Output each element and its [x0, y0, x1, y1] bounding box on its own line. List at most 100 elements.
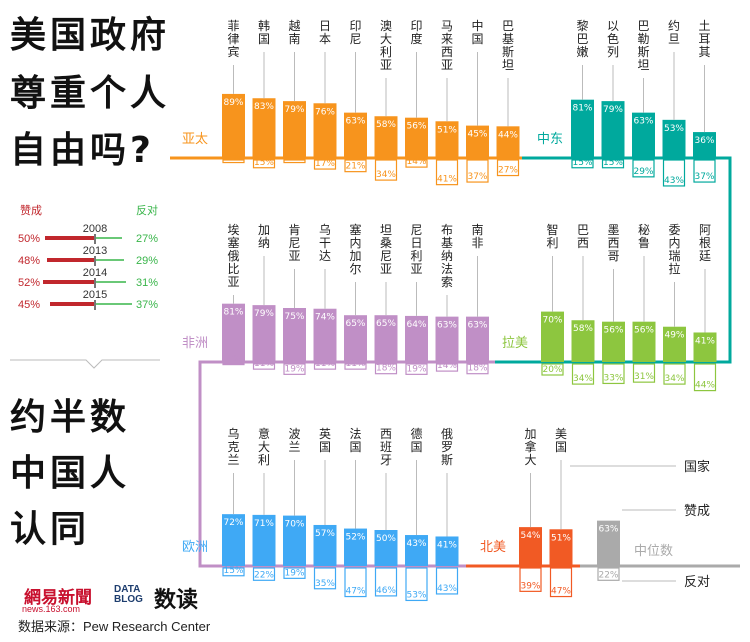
median-favor-bar [597, 520, 620, 566]
r2-c1-oppose-bar [252, 363, 276, 370]
trend-oppose-label: 反对 [136, 205, 158, 217]
r2-c7-favor-bar [435, 316, 459, 362]
r3-c3-country-name-char: 鲁 [638, 236, 650, 250]
r0-c9-country-name-char: 坦 [502, 58, 514, 72]
r4-c1-favor-label: 71% [254, 519, 274, 529]
region-label-2: 非洲 [182, 336, 208, 351]
region-label-1: 中东 [537, 132, 563, 147]
r2-c6-favor-label: 64% [406, 320, 426, 330]
r0-c6-country-name-char: 印 [410, 19, 422, 33]
trend-divider [10, 359, 160, 369]
r2-c6-oppose-label: 19% [406, 364, 426, 374]
r2-c5-country-name-char: 尼 [380, 249, 392, 263]
r1-c4-oppose-bar [693, 159, 716, 183]
r0-c0-country-name-char: 律 [227, 32, 239, 46]
r4-c6-oppose-label: 53% [406, 590, 426, 600]
r3-c4-favor-label: 49% [664, 331, 684, 341]
datablog-logo: DATA BLOG [114, 584, 143, 605]
r2-c8-country-name-char: 非 [471, 236, 483, 250]
r5-c0-favor-bar [519, 527, 542, 566]
r2-c8-country-name-char: 南 [471, 222, 483, 237]
r4-c4-oppose-bar [344, 567, 367, 598]
r4-c3-favor-bar [313, 524, 337, 566]
trend-favor-value-0: 50% [18, 233, 40, 245]
r2-c4-country-name-char: 尔 [349, 261, 361, 276]
r2-c5-favor-bar [374, 315, 398, 362]
r0-c0-oppose-label: 7% [226, 153, 241, 163]
r0-c8-country-name-char: 国 [471, 32, 483, 46]
r0-c7-country-name-char: 亚 [441, 58, 453, 72]
median-favor-label: 63% [598, 525, 618, 535]
r3-c1-favor-bar [571, 320, 595, 362]
r2-c2-country-name-char: 尼 [288, 236, 300, 250]
r0-c7-oppose-bar [435, 159, 459, 186]
r0-c7-country-name-char: 来 [441, 32, 453, 46]
r3-c0-favor-label: 70% [542, 316, 562, 326]
r2-c2-favor-bar [283, 308, 306, 362]
r1-c2-country-name-char: 坦 [637, 58, 649, 72]
r5-c0-favor-label: 54% [520, 531, 540, 541]
r0-c2-country-name-char: 越 [288, 19, 300, 33]
r4-c1-country-name-char: 大 [258, 440, 270, 454]
r2-c6-country-name-char: 亚 [410, 262, 422, 276]
r0-c3-oppose-label: 17% [315, 159, 335, 169]
title-line-3: 自由吗? [10, 130, 155, 171]
r1-c1-country-name-char: 以 [607, 19, 619, 33]
r4-c1-oppose-label: 22% [254, 570, 274, 580]
r2-c3-country-name-char: 干 [319, 236, 331, 250]
r2-c8-oppose-label: 18% [467, 364, 487, 374]
r3-c3-oppose-bar [632, 363, 656, 383]
r4-c4-oppose-label: 47% [345, 587, 365, 597]
r5-c0-country-name-char: 拿 [524, 439, 536, 454]
r0-c1-favor-label: 83% [254, 102, 274, 112]
r0-c4-oppose-bar [344, 159, 367, 173]
r3-c4-oppose-label: 34% [664, 374, 684, 384]
r3-c3-favor-label: 56% [634, 326, 654, 336]
r3-c1-oppose-bar [571, 363, 595, 385]
r0-c2-country-name-char: 南 [288, 31, 300, 46]
subtitle-line-1: 约半数 [10, 397, 131, 438]
r2-c7-oppose-label: 14% [437, 361, 457, 371]
r3-c3-favor-bar [632, 321, 656, 362]
r2-c3-favor-label: 74% [315, 313, 335, 323]
trend-year-2: 2014 [83, 267, 107, 279]
r0-c2-oppose-bar [283, 159, 306, 164]
r2-c8-oppose-bar [466, 363, 489, 375]
r2-c2-oppose-label: 19% [284, 364, 304, 374]
r4-c2-favor-bar [283, 515, 306, 566]
r2-c7-country-name-char: 纳 [441, 249, 453, 263]
r4-c0-favor-label: 72% [223, 518, 243, 528]
r2-c4-country-name-char: 内 [349, 236, 361, 250]
r1-c4-oppose-label: 37% [694, 172, 714, 182]
r4-c5-favor-bar [374, 530, 398, 566]
r4-c6-favor-bar [405, 535, 428, 566]
r2-c5-country-name-char: 桑 [380, 236, 392, 250]
r3-c1-favor-label: 58% [573, 324, 593, 334]
r2-c5-oppose-bar [374, 363, 398, 375]
r0-c4-favor-label: 63% [345, 117, 365, 127]
r4-c3-favor-label: 57% [315, 529, 335, 539]
r5-c1-country-name-char: 美 [555, 427, 567, 441]
r4-c5-country-name-char: 班 [380, 440, 392, 454]
r4-c3-oppose-bar [313, 567, 337, 590]
r3-c5-favor-label: 41% [695, 336, 715, 346]
r0-c1-oppose-label: 15% [254, 158, 274, 168]
trend-oppose-value-1: 29% [136, 255, 158, 267]
r1-c0-oppose-bar [571, 159, 594, 169]
r2-c2-country-name-char: 肯 [288, 223, 300, 237]
r0-c9-oppose-label: 27% [498, 166, 518, 176]
r1-c4-country-name-char: 土 [698, 19, 710, 33]
r1-c4-country-name-char: 其 [698, 45, 710, 59]
r0-c0-favor-bar [222, 93, 245, 158]
r5-c1-favor-bar [549, 529, 573, 566]
r4-c6-favor-label: 43% [406, 539, 426, 549]
r0-c0-oppose-bar [222, 159, 245, 164]
r2-c6-country-name-char: 利 [410, 249, 422, 263]
r0-c0-country-name-char: 宾 [227, 44, 239, 59]
r5-c0-oppose-label: 39% [520, 581, 540, 591]
r1-c1-favor-bar [601, 101, 625, 158]
r5-c1-oppose-label: 47% [551, 587, 571, 597]
r2-c1-favor-bar [252, 305, 276, 362]
r0-c7-country-name-char: 西 [441, 45, 453, 59]
